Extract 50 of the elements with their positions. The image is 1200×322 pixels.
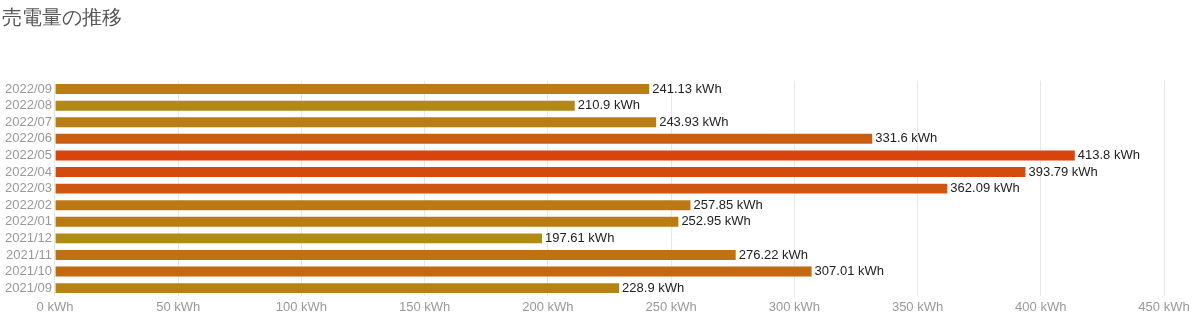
data-label: 197.61 kWh [544,229,615,245]
x-tick-label: 350 kWh [891,298,944,314]
bar [55,117,657,128]
x-tick-label: 300 kWh [768,298,820,314]
data-label: 228.9 kWh [622,279,685,295]
data-label: 276.22 kWh [738,246,809,262]
data-label: 362.09 kWh [950,180,1020,196]
y-tick-label: 2022/01 [4,213,52,229]
bar [55,84,650,95]
y-tick-label: 2021/09 [4,279,52,295]
y-tick-label: 2022/04 [4,163,52,179]
x-tick-label: 50 kWh [156,298,201,314]
y-tick-label: 2021/11 [5,246,52,262]
data-label: 413.8 kWh [1077,147,1140,163]
bar [55,183,948,194]
data-label: 210.9 kWh [577,97,640,113]
bar [55,249,736,260]
data-label: 257.85 kWh [693,196,763,212]
y-tick-label: 2021/10 [4,263,52,279]
x-tick-label: 200 kWh [522,298,574,314]
y-tick-label: 2022/02 [4,196,52,212]
bar [55,216,679,227]
bar [55,133,873,144]
bar [55,266,812,277]
x-tick-label: 0 kWh [36,298,74,314]
y-tick-label: 2022/07 [4,113,52,129]
bar [55,167,1026,177]
y-tick-label: 2022/05 [4,147,52,163]
y-tick-label: 2022/06 [4,130,52,146]
data-label: 393.79 kWh [1028,163,1098,179]
bar [55,100,575,111]
bar [55,200,691,211]
data-label: 331.6 kWh [875,130,938,146]
x-tick-label: 400 kWh [1015,298,1067,314]
x-tick-label: 150 kWh [399,298,451,314]
x-tick-label: 250 kWh [645,298,697,314]
bar [55,233,542,244]
bar [55,283,620,294]
data-label: 241.13 kWh [652,80,722,96]
data-label: 243.93 kWh [659,113,729,129]
x-tick-label: 100 kWh [275,298,328,314]
data-label: 307.01 kWh [814,263,884,279]
y-tick-label: 2022/09 [4,80,52,96]
data-label: 252.95 kWh [681,213,751,229]
chart-title: 売電量の推移 [1,5,123,30]
y-tick-label: 2022/03 [4,180,52,196]
y-tick-label: 2022/08 [4,97,52,113]
x-tick-label: 450 kWh [1138,298,1190,314]
bar [55,150,1075,161]
y-tick-label: 2021/12 [4,229,52,245]
